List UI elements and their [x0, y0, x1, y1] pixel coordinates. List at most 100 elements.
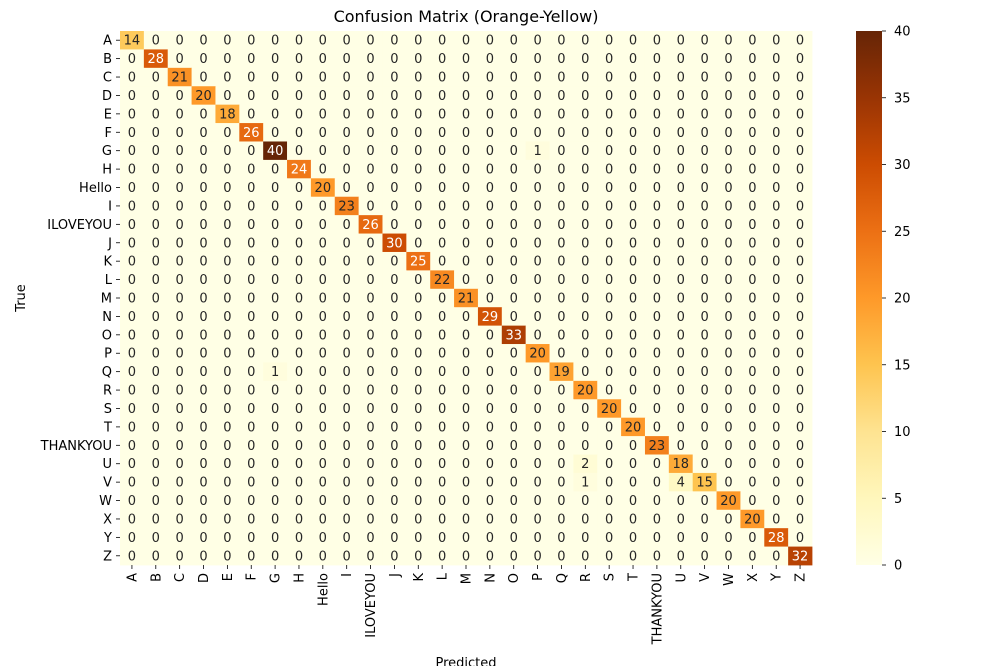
heatmap-cell [597, 67, 622, 87]
cell-value: 0 [796, 328, 804, 343]
heatmap-cell [477, 215, 503, 234]
heatmap-cell [644, 196, 670, 216]
heatmap-cell [334, 104, 360, 124]
heatmap-cell [549, 509, 574, 529]
heatmap-cell [525, 104, 550, 124]
heatmap-cell [334, 472, 360, 492]
cell-value: 0 [390, 144, 398, 159]
heatmap-cell [525, 49, 550, 69]
cell-value: 0 [557, 126, 565, 141]
cell-value: 0 [700, 144, 708, 159]
colorbar-gradient [856, 31, 882, 565]
cell-value: 0 [677, 255, 685, 270]
heatmap-cell [334, 233, 360, 253]
heatmap-cell [501, 141, 527, 161]
cell-value: 0 [748, 218, 756, 233]
heatmap-cell [573, 159, 598, 179]
heatmap-cell [310, 454, 336, 474]
cell-value: 0 [772, 365, 780, 380]
cell-value: 0 [199, 255, 207, 270]
heatmap-cell [191, 215, 216, 234]
heatmap-cell [287, 49, 312, 69]
heatmap-cell [406, 86, 431, 106]
heatmap-cell [167, 307, 192, 327]
heatmap-cell [358, 491, 383, 511]
cell-value: 0 [152, 292, 160, 307]
cell-value: 0 [724, 34, 732, 49]
heatmap-cell [692, 196, 717, 216]
cell-value: 0 [366, 273, 374, 288]
cell-value: 20 [744, 512, 761, 527]
heatmap-cell [525, 454, 550, 474]
cell-value: 0 [724, 310, 732, 325]
cell-value: 0 [653, 365, 661, 380]
cell-value: 0 [176, 457, 184, 472]
y-tick-label: H [102, 163, 112, 178]
cell-value: 20 [601, 402, 618, 417]
cell-value: 0 [390, 402, 398, 417]
cell-value: 0 [199, 218, 207, 233]
cell-value: 0 [653, 34, 661, 49]
heatmap-cell [525, 86, 550, 106]
heatmap-cell [716, 251, 741, 271]
heatmap-cell [716, 159, 741, 179]
heatmap-cell [692, 215, 717, 234]
heatmap-cell [287, 417, 312, 437]
y-tick-label: R [103, 384, 112, 399]
cell-value: 0 [629, 512, 637, 527]
heatmap-cell [167, 123, 192, 142]
heatmap-cell [310, 196, 336, 216]
cell-value: 0 [629, 273, 637, 288]
heatmap-cell [740, 472, 765, 492]
cell-value: 0 [700, 439, 708, 454]
x-tick-label: G [269, 573, 284, 583]
heatmap-cell [191, 325, 216, 345]
heatmap-cell [215, 509, 240, 529]
heatmap-cell [239, 528, 264, 547]
cell-value: 0 [581, 310, 589, 325]
cell-value: 0 [772, 52, 780, 67]
cell-value: 0 [629, 365, 637, 380]
cell-value: 0 [152, 144, 160, 159]
heatmap-cell [477, 436, 503, 455]
cell-value: 0 [533, 199, 541, 214]
heatmap-cell [406, 528, 431, 547]
cell-value: 0 [271, 476, 279, 491]
heatmap-cell [382, 141, 407, 161]
heatmap-cell [788, 380, 813, 400]
cell-value: 0 [605, 476, 613, 491]
cell-value: 0 [223, 439, 231, 454]
cell-value: 0 [128, 163, 136, 178]
cell-value: 0 [366, 89, 374, 104]
heatmap-cell [788, 362, 813, 382]
cell-value: 0 [414, 163, 422, 178]
colorbar-tick-label: 40 [894, 25, 911, 40]
cell-value: 0 [295, 255, 303, 270]
heatmap-cell [788, 528, 813, 547]
cell-value: 0 [748, 126, 756, 141]
cell-value: 0 [343, 365, 351, 380]
cell-value: 0 [557, 89, 565, 104]
cell-value: 0 [295, 439, 303, 454]
cell-value: 0 [295, 457, 303, 472]
heatmap-cell [406, 104, 431, 124]
cell-value: 0 [533, 420, 541, 435]
heatmap-cell [191, 288, 216, 308]
cell-value: 0 [653, 89, 661, 104]
heatmap-cell [621, 67, 646, 87]
heatmap-cell [430, 472, 455, 492]
cell-value: 0 [128, 255, 136, 270]
cell-value: 0 [605, 89, 613, 104]
x-tick-label: W [722, 573, 737, 586]
cell-value: 0 [295, 531, 303, 546]
cell-value: 0 [438, 236, 446, 251]
cell-value: 0 [366, 126, 374, 141]
heatmap-cell [191, 104, 216, 124]
cell-value: 0 [462, 512, 470, 527]
cell-value: 0 [223, 218, 231, 233]
heatmap-cell [239, 436, 264, 455]
heatmap-cell [167, 436, 192, 455]
cell-value: 0 [629, 457, 637, 472]
heatmap-cell [597, 399, 622, 419]
heatmap-cell [430, 270, 455, 290]
